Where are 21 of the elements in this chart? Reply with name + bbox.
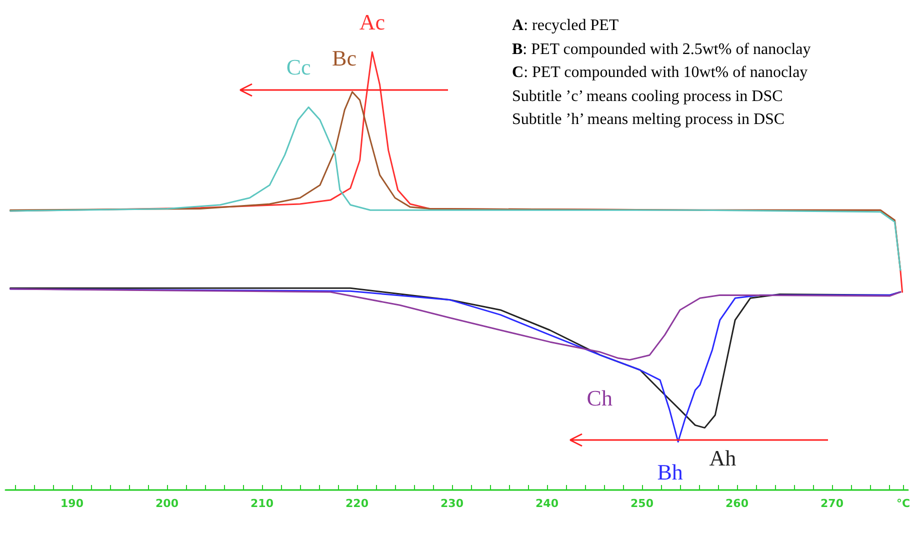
annotation: Subtitle ’c’ means cooling process in DSC <box>512 86 784 106</box>
series-label: Bh <box>657 459 683 484</box>
series-label: Ch <box>586 385 612 410</box>
annotation: B: PET compounded with 2.5wt% of nanoclay <box>512 40 811 60</box>
annotation: C: PET compounded with 10wt% of nanoclay <box>512 63 809 83</box>
x-tick-label: 240 <box>536 497 559 510</box>
series-label: Ac <box>359 10 386 34</box>
x-tick-label: 220 <box>346 497 369 510</box>
x-tick-label: 260 <box>726 497 749 510</box>
series-label: Bc <box>332 45 357 70</box>
x-tick-label: 250 <box>630 497 654 510</box>
x-tick-label: 270 <box>820 497 844 510</box>
x-tick-label: 230 <box>440 497 464 510</box>
x-tick-label: °C <box>896 497 910 510</box>
x-tick-label: 200 <box>156 497 179 510</box>
x-tick-label: 190 <box>60 497 84 510</box>
series-label: Cc <box>286 54 311 80</box>
x-tick-label: 210 <box>250 497 274 510</box>
annotation: Subtitle ’h’ means melting process in DSC <box>512 110 786 130</box>
text: A: recycled PET <box>512 16 620 36</box>
series-label: Ah <box>709 445 736 470</box>
